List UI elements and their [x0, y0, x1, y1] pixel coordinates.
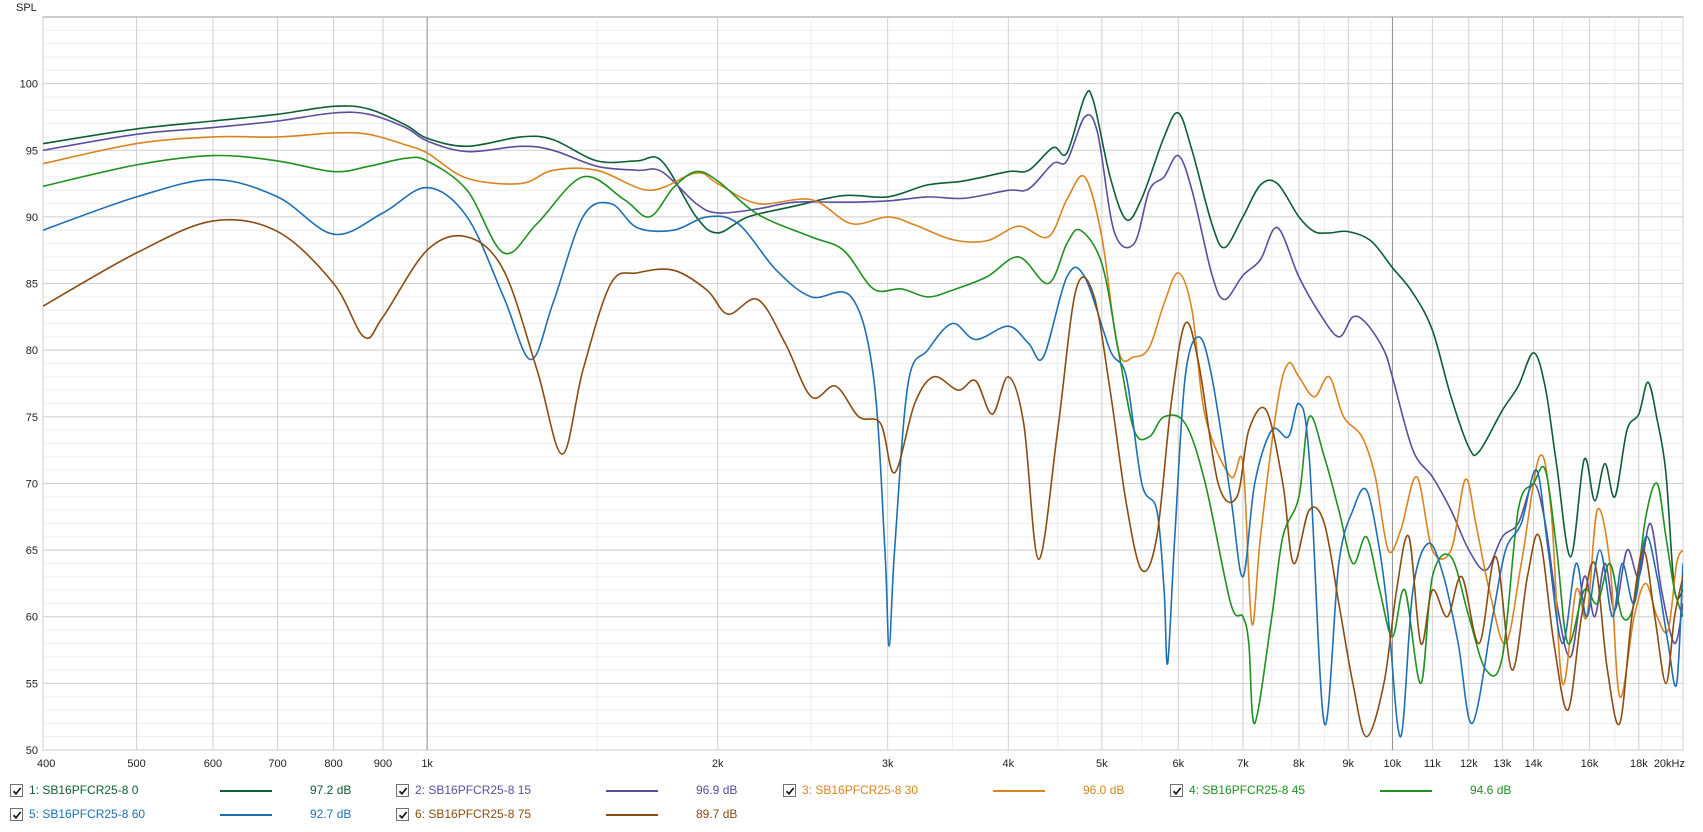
legend-line-swatch [1380, 790, 1432, 792]
y-tick-label: 70 [26, 478, 38, 490]
x-tick-label: 1k [421, 758, 433, 770]
x-tick-label: 2k [712, 758, 724, 770]
series-line-5 [43, 178, 1683, 738]
legend-series-name: 1: SB16PFCR25-8 0 [29, 783, 139, 797]
x-tick-label: 18k [1630, 758, 1648, 770]
legend-line-swatch [993, 790, 1045, 792]
legend-series-level: 89.7 dB [696, 807, 738, 821]
minor-grid [43, 17, 1683, 750]
x-tick-label: 7k [1237, 758, 1249, 770]
x-tick-label: 900 [374, 758, 392, 770]
legend-item-1: 1: SB16PFCR25-8 0 97.2 dB [10, 782, 380, 800]
legend-item-6: 6: SB16PFCR25-8 75 89.7 dB [396, 806, 766, 824]
legend-series-name: 6: SB16PFCR25-8 75 [415, 807, 532, 821]
x-tick-label: 500 [127, 758, 145, 770]
legend-line-swatch [220, 790, 272, 792]
checkmark-icon [398, 811, 408, 820]
legend-series-level: 96.9 dB [696, 783, 738, 797]
legend-item-5: 5: SB16PFCR25-8 60 92.7 dB [10, 806, 380, 824]
legend-series-name: 5: SB16PFCR25-8 60 [29, 807, 146, 821]
legend-line-swatch [606, 814, 658, 816]
x-tick-label: 13k [1494, 758, 1512, 770]
series-line-2 [43, 111, 1683, 658]
legend-item-3: 3: SB16PFCR25-8 30 96.0 dB [783, 782, 1153, 800]
series-layer [43, 89, 1683, 738]
legend-series-name: 3: SB16PFCR25-8 30 [802, 783, 919, 797]
series-line-3 [43, 131, 1683, 698]
x-tick-label: 5k [1096, 758, 1108, 770]
legend-line-swatch [606, 790, 658, 792]
plot-area [42, 16, 1684, 751]
y-tick-label: 50 [26, 745, 38, 757]
legend-item-2: 2: SB16PFCR25-8 15 96.9 dB [396, 782, 766, 800]
y-tick-label: 95 [26, 145, 38, 157]
series-visibility-checkbox[interactable] [396, 808, 409, 821]
series-visibility-checkbox[interactable] [396, 784, 409, 797]
legend-series-level: 94.6 dB [1470, 783, 1512, 797]
y-tick-label: 75 [26, 412, 38, 424]
checkmark-icon [785, 787, 795, 796]
x-tick-label: 600 [204, 758, 222, 770]
axis-layer: 50 55 60 65 70 75 80 85 90 95 100 400 500 600 700 800 90… [20, 79, 1685, 770]
y-tick-label: 100 [20, 79, 38, 91]
y-tick-label: 90 [26, 212, 38, 224]
checkmark-icon [1172, 787, 1182, 796]
legend-series-name: 4: SB16PFCR25-8 45 [1189, 783, 1306, 797]
x-tick-label: 400 [37, 758, 55, 770]
series-line-1 [43, 89, 1683, 600]
checkmark-icon [12, 811, 22, 820]
y-tick-label: 65 [26, 545, 38, 557]
checkmark-icon [12, 787, 22, 796]
x-tick-label: 9k [1342, 758, 1354, 770]
legend-series-level: 92.7 dB [310, 807, 352, 821]
y-axis-title: SPL [16, 2, 37, 14]
x-tick-label: 700 [268, 758, 286, 770]
legend-series-level: 96.0 dB [1083, 783, 1125, 797]
x-tick-label: 16k [1581, 758, 1599, 770]
frequency-response-chart: 50 55 60 65 70 75 80 85 90 95 100 400 500 600 700 800 90… [16, 2, 1685, 770]
y-tick-label: 85 [26, 279, 38, 291]
x-tick-label: 20kHz [1654, 758, 1685, 770]
x-tick-label: 12k [1460, 758, 1478, 770]
legend-series-name: 2: SB16PFCR25-8 15 [415, 783, 532, 797]
series-visibility-checkbox[interactable] [783, 784, 796, 797]
checkmark-icon [398, 787, 408, 796]
series-visibility-checkbox[interactable] [10, 808, 23, 821]
x-tick-label: 6k [1172, 758, 1184, 770]
legend-line-swatch [220, 814, 272, 816]
x-tick-label: 4k [1002, 758, 1014, 770]
y-tick-label: 55 [26, 678, 38, 690]
x-tick-label: 800 [324, 758, 342, 770]
series-line-4 [43, 154, 1683, 725]
legend: 1: SB16PFCR25-8 0 97.2 dB 2: SB16PFCR25-8 … [0, 782, 1703, 832]
x-tick-label: 3k [882, 758, 894, 770]
major-grid [42, 17, 1684, 751]
series-line-6 [43, 218, 1683, 738]
y-tick-label: 60 [26, 612, 38, 624]
x-tick-label: 8k [1293, 758, 1305, 770]
x-tick-label: 10k [1384, 758, 1402, 770]
series-visibility-checkbox[interactable] [10, 784, 23, 797]
series-visibility-checkbox[interactable] [1170, 784, 1183, 797]
legend-item-4: 4: SB16PFCR25-8 45 94.6 dB [1170, 782, 1540, 800]
legend-series-level: 97.2 dB [310, 783, 352, 797]
x-tick-label: 11k [1424, 758, 1441, 770]
y-tick-label: 80 [26, 345, 38, 357]
x-tick-label: 14k [1525, 758, 1543, 770]
